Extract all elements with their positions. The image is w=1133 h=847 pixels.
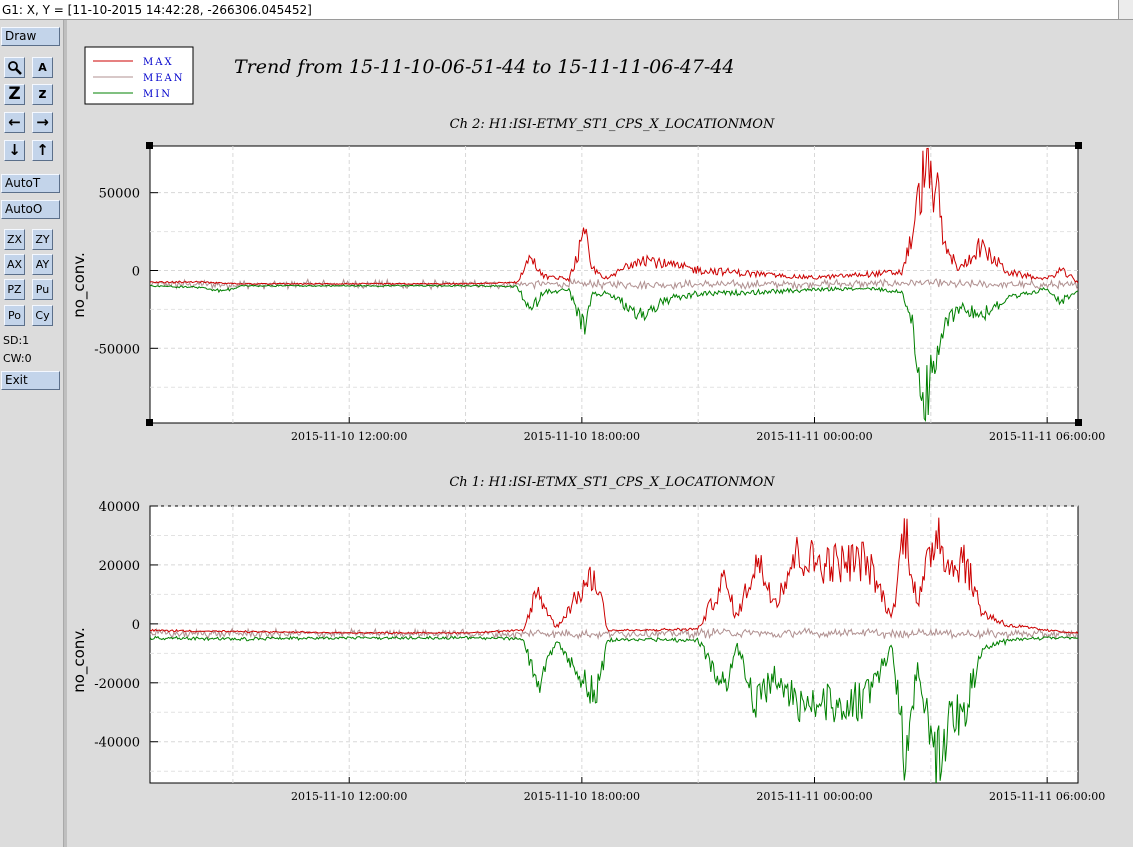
x-tick-label: 2015-11-10 12:00:00	[291, 430, 407, 443]
y-tick-label: 50000	[99, 187, 140, 202]
ch2-x-ticks: 2015-11-10 12:00:00 2015-11-10 18:00:00 20…	[291, 417, 1105, 443]
autot-button[interactable]: AutoT	[1, 174, 60, 193]
x-tick-label: 2015-11-10 12:00:00	[291, 790, 407, 803]
zoom-out-button[interactable]: z	[32, 84, 53, 105]
autoscale-button[interactable]: A	[32, 57, 53, 78]
pan-down-button[interactable]: ↓	[4, 140, 25, 161]
legend-mean-label: MEAN	[143, 73, 185, 84]
zoom-in-button[interactable]: Z	[4, 84, 25, 105]
ch2-series	[150, 147, 1078, 423]
zx-button[interactable]: ZX	[4, 229, 25, 250]
y-tick-label: 40000	[99, 500, 140, 515]
y-tick-label: 0	[132, 618, 140, 633]
y-tick-label: -50000	[94, 342, 140, 357]
cy-button[interactable]: Cy	[32, 305, 53, 326]
x-tick-label: 2015-11-11 06:00:00	[989, 790, 1105, 803]
autoo-button[interactable]: AutoO	[1, 200, 60, 219]
y-tick-label: -20000	[94, 677, 140, 692]
ch1-ylabel: no_conv.	[70, 627, 89, 693]
ch1-frame[interactable]	[149, 505, 1079, 784]
ax-button[interactable]: AX	[4, 254, 25, 275]
x-tick-label: 2015-11-11 06:00:00	[989, 430, 1105, 443]
ay-button[interactable]: AY	[32, 254, 53, 275]
sd-readout: SD:1	[3, 334, 30, 347]
zy-button[interactable]: ZY	[32, 229, 53, 250]
sidebar-divider	[64, 20, 67, 847]
x-tick-label: 2015-11-11 00:00:00	[756, 430, 872, 443]
trend-title: Trend from 15-11-10-06-51-44 to 15-11-11…	[234, 56, 735, 78]
ch2-y-ticks: 50000 0 -50000	[94, 187, 158, 357]
ch2-title: Ch 2: H1:ISI-ETMY_ST1_CPS_X_LOCATIONMON	[450, 117, 775, 132]
zoom-button[interactable]	[4, 57, 25, 78]
ch2-handle-tr[interactable]	[1075, 142, 1082, 149]
exit-button[interactable]: Exit	[1, 371, 60, 390]
pan-right-button[interactable]: →	[32, 112, 53, 133]
ch1-chart: Ch 1: H1:ISI-ETMX_ST1_CPS_X_LOCATIONMON …	[70, 475, 1105, 803]
ch1-y-ticks: 40000 20000 0 -20000 -40000	[94, 500, 158, 751]
y-tick-label: -40000	[94, 736, 140, 751]
ch2-grid	[150, 146, 1078, 423]
series-max-line	[150, 517, 1078, 635]
legend-min-label: MIN	[143, 89, 172, 100]
legend: MAX MEAN MIN	[84, 46, 194, 105]
draw-button[interactable]: Draw	[1, 27, 60, 46]
window-corner[interactable]	[1118, 0, 1133, 19]
ch1-grid	[150, 505, 1078, 783]
ch2-ylabel: no_conv.	[70, 252, 89, 318]
plot-area: MAX MEAN MIN Trend from 15-11-10-06-51-4…	[67, 20, 1133, 847]
ch2-handle-br[interactable]	[1075, 419, 1082, 426]
x-tick-label: 2015-11-11 00:00:00	[756, 790, 872, 803]
series-min-line	[150, 635, 1078, 783]
x-tick-label: 2015-11-10 18:00:00	[524, 430, 640, 443]
toolbar: Draw A Z z ← → ↓ ↑ AutoT AutoO ZX ZY AX …	[0, 20, 64, 847]
autoscale-icon: A	[38, 61, 47, 74]
magnifier-icon	[8, 61, 22, 75]
pan-left-button[interactable]: ←	[4, 112, 25, 133]
series-mean-line	[150, 277, 1078, 291]
ch1-title: Ch 1: H1:ISI-ETMX_ST1_CPS_X_LOCATIONMON	[449, 475, 775, 490]
legend-max-label: MAX	[143, 57, 174, 68]
cw-readout: CW:0	[3, 352, 32, 365]
cursor-readout: G1: X, Y = [11-10-2015 14:42:28, -266306…	[2, 3, 312, 17]
ch2-handle-bl[interactable]	[146, 419, 153, 426]
ch1-series	[150, 517, 1078, 783]
trend-canvas[interactable]: MAX MEAN MIN Trend from 15-11-10-06-51-4…	[67, 20, 1133, 847]
ch2-frame[interactable]	[149, 145, 1079, 424]
series-max-line	[150, 147, 1078, 286]
po-button[interactable]: Po	[4, 305, 25, 326]
pan-up-button[interactable]: ↑	[32, 140, 53, 161]
ch2-handle-tl[interactable]	[146, 142, 153, 149]
x-tick-label: 2015-11-10 18:00:00	[524, 790, 640, 803]
pu-button[interactable]: Pu	[32, 279, 53, 300]
ch1-x-ticks: 2015-11-10 12:00:00 2015-11-10 18:00:00 20…	[291, 777, 1105, 803]
ch2-chart: Ch 2: H1:ISI-ETMY_ST1_CPS_X_LOCATIONMON …	[70, 117, 1105, 443]
title-bar: G1: X, Y = [11-10-2015 14:42:28, -266306…	[0, 0, 1133, 20]
y-tick-label: 0	[132, 264, 140, 279]
series-mean-line	[150, 626, 1078, 641]
pz-button[interactable]: PZ	[4, 279, 25, 300]
series-min-line	[150, 284, 1078, 423]
y-tick-label: 20000	[99, 559, 140, 574]
